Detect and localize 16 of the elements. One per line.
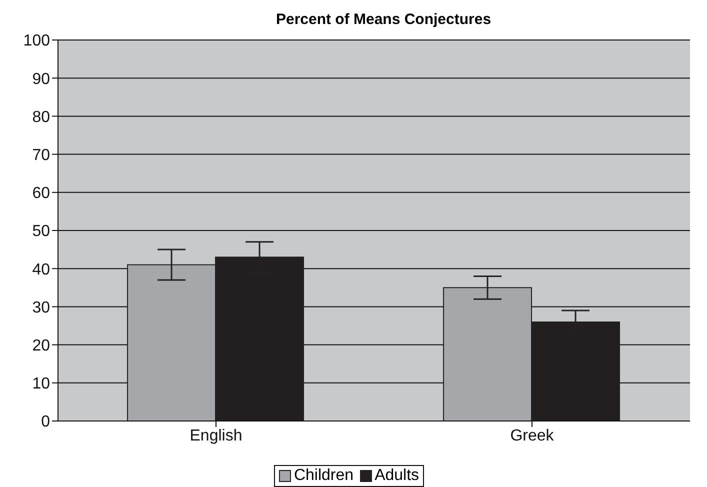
y-tick-label: 100 xyxy=(23,32,50,50)
y-tick-label: 30 xyxy=(32,299,50,316)
y-tick-label: 80 xyxy=(32,108,50,126)
y-tick-label: 0 xyxy=(41,414,50,431)
legend-label: Children xyxy=(292,467,354,485)
legend-label: Adults xyxy=(374,467,420,485)
y-tick-label: 40 xyxy=(32,261,50,278)
y-tick-label: 60 xyxy=(32,185,50,202)
y-tick-label: 70 xyxy=(32,146,50,164)
y-tick-label: 20 xyxy=(32,337,50,354)
x-tick-label: English xyxy=(190,427,242,444)
y-tick-label: 10 xyxy=(32,376,50,393)
y-tick-label: 90 xyxy=(32,70,50,88)
x-tick-label: Greek xyxy=(510,427,555,444)
y-tick-label: 50 xyxy=(32,223,50,240)
chart-title: Percent of Means Conjectures xyxy=(274,10,492,30)
